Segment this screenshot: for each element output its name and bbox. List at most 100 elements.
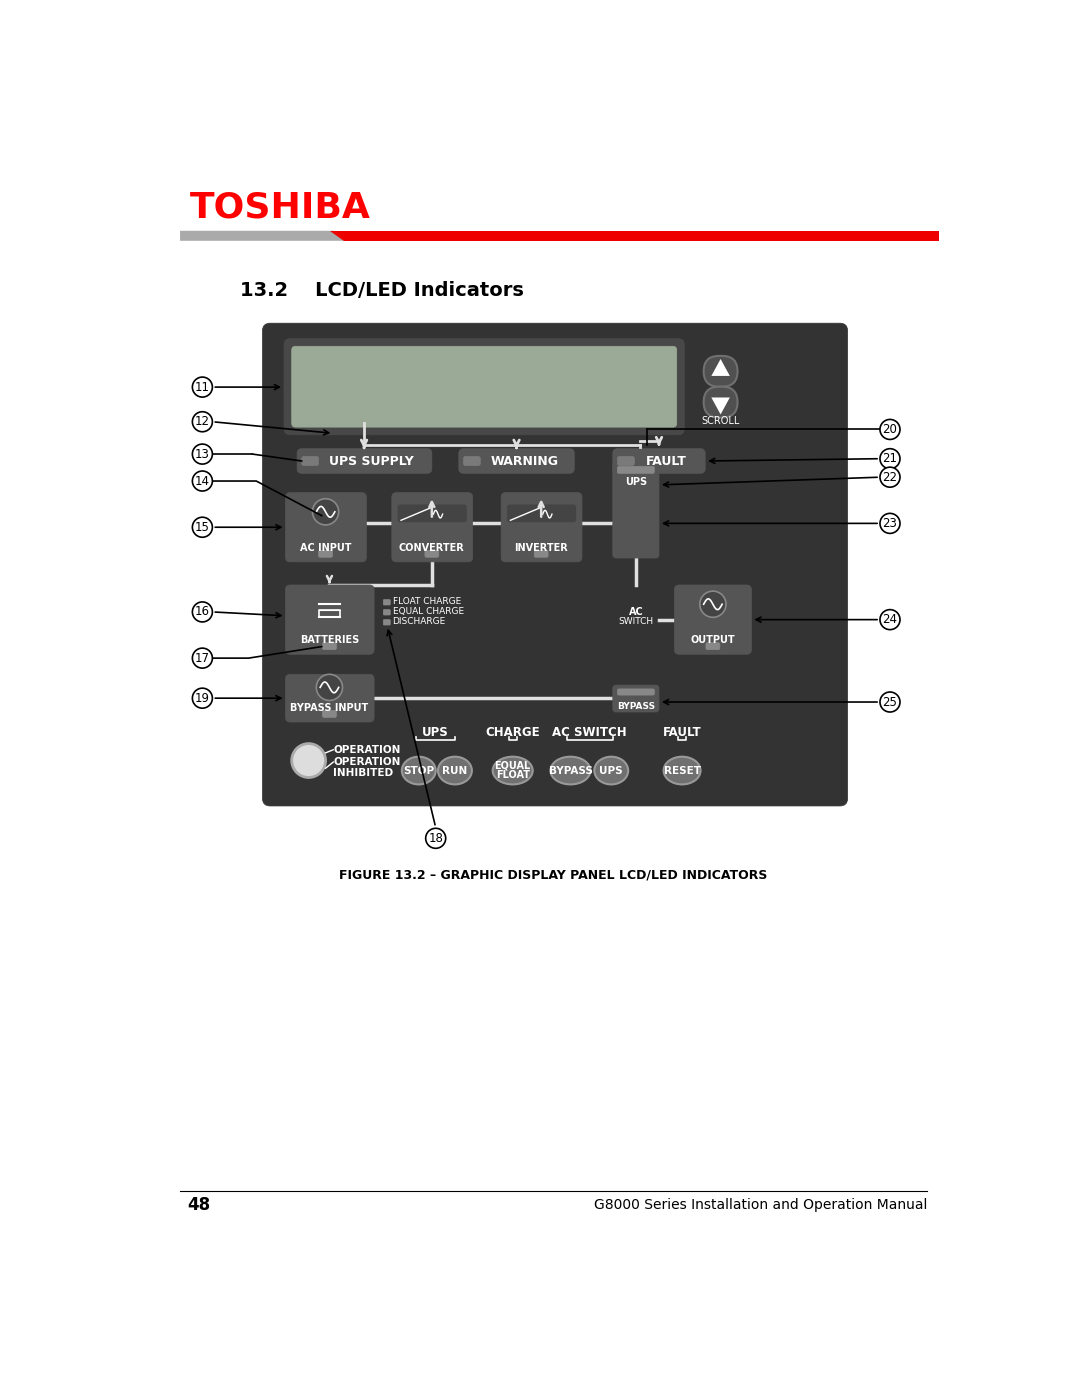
FancyBboxPatch shape (618, 457, 634, 465)
Circle shape (192, 444, 213, 464)
FancyBboxPatch shape (383, 609, 390, 615)
Text: STOP: STOP (403, 766, 434, 775)
Ellipse shape (438, 757, 472, 784)
Text: 13.2    LCD/LED Indicators: 13.2 LCD/LED Indicators (240, 281, 524, 299)
Text: FLOAT CHARGE: FLOAT CHARGE (392, 598, 461, 606)
Text: OPERATION: OPERATION (334, 757, 401, 767)
Circle shape (880, 513, 900, 534)
Text: 25: 25 (882, 696, 897, 708)
Text: BATTERIES: BATTERIES (300, 636, 359, 645)
FancyBboxPatch shape (612, 462, 659, 557)
FancyBboxPatch shape (383, 599, 390, 605)
Text: 23: 23 (882, 517, 897, 529)
Text: 22: 22 (882, 471, 897, 483)
FancyBboxPatch shape (501, 493, 582, 562)
Text: TOSHIBA: TOSHIBA (190, 190, 370, 225)
Circle shape (192, 377, 213, 397)
Circle shape (880, 448, 900, 469)
Circle shape (880, 467, 900, 488)
FancyBboxPatch shape (392, 493, 473, 562)
Text: 11: 11 (194, 380, 210, 394)
Text: 12: 12 (194, 415, 210, 429)
Circle shape (192, 689, 213, 708)
FancyBboxPatch shape (508, 504, 576, 522)
Ellipse shape (551, 757, 591, 784)
FancyBboxPatch shape (323, 643, 336, 650)
Text: FAULT: FAULT (646, 454, 687, 468)
Text: EQUAL CHARGE: EQUAL CHARGE (392, 608, 463, 616)
Text: OPERATION: OPERATION (334, 745, 401, 754)
Text: DISCHARGE: DISCHARGE (392, 617, 446, 626)
Text: 21: 21 (882, 453, 897, 465)
Text: INVERTER: INVERTER (514, 543, 568, 553)
Text: UPS: UPS (625, 476, 647, 486)
Text: WARNING: WARNING (490, 454, 558, 468)
FancyBboxPatch shape (397, 504, 467, 522)
Polygon shape (180, 231, 350, 240)
Text: AC: AC (629, 606, 644, 617)
Text: 17: 17 (194, 651, 210, 665)
Polygon shape (330, 231, 939, 240)
Circle shape (316, 675, 342, 700)
Text: FAULT: FAULT (663, 725, 701, 739)
FancyBboxPatch shape (459, 448, 575, 474)
Text: SWITCH: SWITCH (619, 617, 653, 626)
FancyBboxPatch shape (618, 467, 654, 474)
Circle shape (426, 828, 446, 848)
Text: BYPASS INPUT: BYPASS INPUT (291, 703, 368, 714)
Text: 48: 48 (188, 1196, 211, 1214)
Text: 19: 19 (194, 692, 210, 704)
FancyBboxPatch shape (285, 493, 366, 562)
Text: 15: 15 (195, 521, 210, 534)
Circle shape (192, 517, 213, 538)
Circle shape (880, 692, 900, 712)
Text: EQUAL: EQUAL (495, 761, 530, 771)
Circle shape (192, 471, 213, 490)
FancyBboxPatch shape (704, 387, 738, 418)
Circle shape (700, 591, 726, 617)
FancyBboxPatch shape (535, 550, 549, 557)
FancyBboxPatch shape (704, 356, 738, 387)
Circle shape (192, 412, 213, 432)
Text: AC SWITCH: AC SWITCH (552, 725, 627, 739)
Text: 16: 16 (194, 605, 210, 619)
Ellipse shape (663, 757, 701, 784)
Text: BYPASS: BYPASS (617, 703, 654, 711)
FancyBboxPatch shape (674, 585, 752, 654)
Text: 13: 13 (195, 447, 210, 461)
FancyBboxPatch shape (262, 323, 848, 806)
Ellipse shape (594, 757, 629, 784)
Text: SCROLL: SCROLL (701, 416, 740, 426)
Text: AC INPUT: AC INPUT (300, 543, 351, 553)
Text: RUN: RUN (443, 766, 468, 775)
FancyBboxPatch shape (301, 457, 319, 465)
Text: 24: 24 (882, 613, 897, 626)
Circle shape (312, 499, 339, 525)
Text: UPS SUPPLY: UPS SUPPLY (329, 454, 414, 468)
Circle shape (292, 743, 325, 778)
Circle shape (192, 602, 213, 622)
FancyBboxPatch shape (285, 675, 374, 722)
FancyBboxPatch shape (424, 550, 438, 557)
Ellipse shape (492, 757, 532, 784)
Text: UPS: UPS (599, 766, 623, 775)
FancyBboxPatch shape (612, 448, 705, 474)
Text: OUTPUT: OUTPUT (690, 636, 735, 645)
FancyBboxPatch shape (284, 338, 685, 434)
Text: G8000 Series Installation and Operation Manual: G8000 Series Installation and Operation … (594, 1197, 927, 1211)
Text: 14: 14 (194, 475, 210, 488)
FancyBboxPatch shape (285, 585, 374, 654)
Text: 20: 20 (882, 423, 897, 436)
Text: INHIBITED: INHIBITED (334, 768, 393, 778)
FancyBboxPatch shape (383, 620, 390, 624)
Polygon shape (712, 359, 730, 376)
Text: CONVERTER: CONVERTER (399, 543, 464, 553)
Polygon shape (712, 398, 730, 415)
FancyBboxPatch shape (292, 346, 677, 427)
Circle shape (192, 648, 213, 668)
Text: FIGURE 13.2 – GRAPHIC DISPLAY PANEL LCD/LED INDICATORS: FIGURE 13.2 – GRAPHIC DISPLAY PANEL LCD/… (339, 869, 768, 882)
FancyBboxPatch shape (463, 457, 481, 465)
Circle shape (880, 419, 900, 440)
Text: BYPASS: BYPASS (549, 766, 592, 775)
Text: 18: 18 (429, 831, 443, 845)
